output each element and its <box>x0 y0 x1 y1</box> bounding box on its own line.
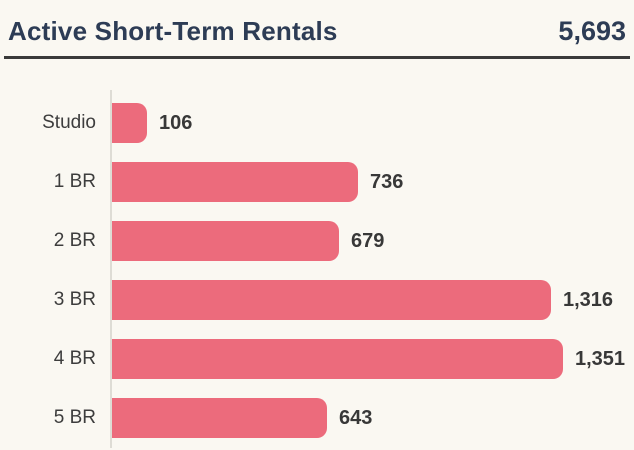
category-label: 1 BR <box>53 171 96 192</box>
y-axis-line <box>110 90 112 448</box>
total-value: 5,693 <box>558 16 626 46</box>
value-label: 643 <box>339 406 373 429</box>
widget-header: Active Short-Term Rentals 5,693 <box>0 0 634 56</box>
value-label: 736 <box>370 170 404 193</box>
value-label: 679 <box>351 229 385 252</box>
category-label: 4 BR <box>53 348 96 369</box>
header-divider <box>4 56 630 59</box>
bar[interactable] <box>112 339 563 379</box>
value-label: 106 <box>159 111 193 134</box>
page-title: Active Short-Term Rentals <box>8 16 338 46</box>
chart-row: Studio 106 <box>0 103 634 143</box>
bar[interactable] <box>112 162 358 202</box>
category-label: 3 BR <box>53 289 96 310</box>
value-label: 1,316 <box>563 288 614 311</box>
bar[interactable] <box>112 280 551 320</box>
chart-rows: Studio 106 1 BR 736 2 BR 679 3 BR 1,316 4 BR 1,35… <box>0 90 634 438</box>
category-label: 2 BR <box>53 230 96 251</box>
bar[interactable] <box>112 103 147 143</box>
category-label: Studio <box>42 112 96 133</box>
bar-chart: Studio 106 1 BR 736 2 BR 679 3 BR 1,316 4 BR 1,35… <box>0 90 634 448</box>
bar[interactable] <box>112 398 327 438</box>
value-label: 1,351 <box>575 347 626 370</box>
chart-row: 3 BR 1,316 <box>0 280 634 320</box>
chart-row: 2 BR 679 <box>0 221 634 261</box>
bar[interactable] <box>112 221 339 261</box>
chart-row: 5 BR 643 <box>0 398 634 438</box>
category-label: 5 BR <box>53 407 96 428</box>
chart-row: 1 BR 736 <box>0 162 634 202</box>
chart-row: 4 BR 1,351 <box>0 339 634 379</box>
